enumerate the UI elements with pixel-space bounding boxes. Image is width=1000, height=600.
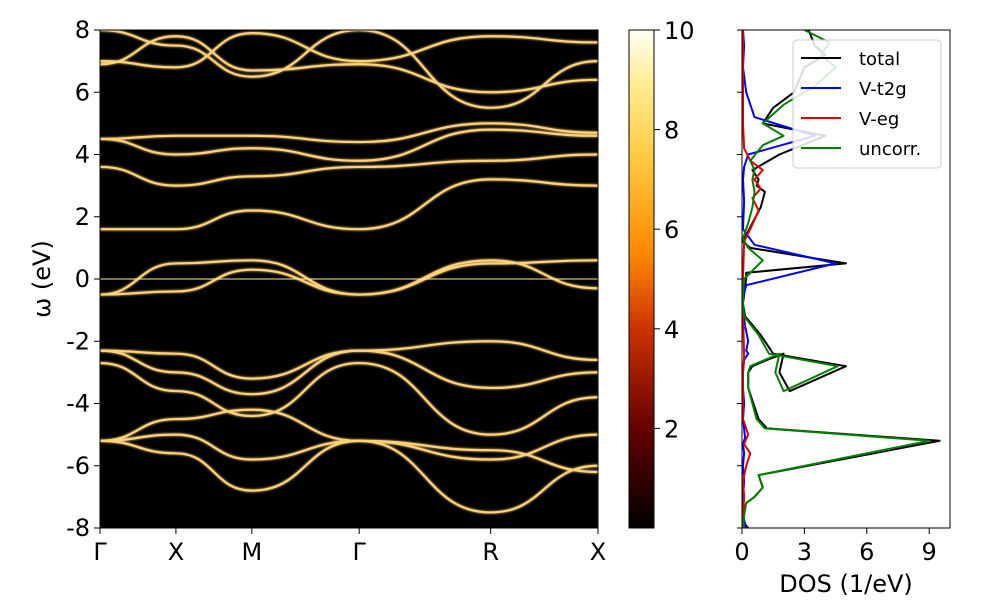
spectral-y-tick-label: 8 — [75, 16, 90, 44]
band-line-11 — [100, 128, 598, 162]
spectral-y-tick-label: -8 — [66, 514, 90, 542]
spectral-y-ticks: 8 6 4 2 0 -2 -4 -6 -8 — [66, 16, 100, 542]
legend-label: total — [859, 49, 900, 70]
legend-box — [792, 39, 942, 169]
colorbar-gradient — [629, 30, 654, 528]
spectral-y-axis-label: ω (eV) — [28, 240, 56, 318]
colorbar-tick-label: 4 — [664, 316, 679, 344]
dos-x-ticks: 0 3 6 9 — [734, 528, 937, 566]
colorbar-frame — [628, 29, 655, 529]
spectral-y-tick-label: -2 — [66, 327, 90, 355]
colorbar: 2 4 6 8 10 — [628, 17, 695, 529]
spectral-y-tick-label: 0 — [75, 265, 90, 293]
legend-label: uncorr. — [859, 139, 921, 160]
band-line-4 — [100, 361, 598, 436]
band-line-14 — [100, 32, 598, 69]
k-tick-label: X — [590, 538, 606, 566]
dos-line-uncorr- — [742, 30, 931, 528]
dos-x-tick-label: 3 — [797, 538, 812, 566]
k-tick-label: M — [241, 538, 262, 566]
dos-x-tick-label: 6 — [859, 538, 874, 566]
band-line-8 — [100, 259, 598, 296]
legend-label: V-eg — [859, 109, 899, 130]
dos-x-tick-label: 0 — [734, 538, 749, 566]
band-line-13 — [100, 35, 598, 94]
legend-label: V-t2g — [859, 79, 907, 100]
spectral-y-tick-label: 6 — [75, 78, 90, 106]
colorbar-tick-label: 6 — [664, 216, 679, 244]
dos-y-ticks — [737, 29, 742, 529]
spectral-y-tick-label: 4 — [75, 141, 90, 169]
dos-x-tick-label: 9 — [922, 538, 937, 566]
band-line-1 — [100, 439, 598, 514]
k-tick-label: X — [168, 538, 184, 566]
colorbar-tick-label: 2 — [664, 415, 679, 443]
dos-x-axis-label: DOS (1/eV) — [779, 570, 913, 598]
band-line-5 — [100, 349, 598, 396]
band-line-7 — [100, 259, 598, 296]
band-line-15 — [100, 30, 598, 109]
band-line-9 — [100, 178, 598, 231]
band-lines — [100, 30, 598, 514]
band-line-2 — [100, 433, 598, 461]
k-tick-label: R — [482, 538, 499, 566]
spectral-y-tick-label: -6 — [66, 452, 90, 480]
colorbar-tick-label: 10 — [664, 17, 695, 45]
spectral-y-tick-label: 2 — [75, 203, 90, 231]
spectral-y-tick-label: -4 — [66, 390, 90, 418]
dos-legend: total V-t2g V-eg uncorr. — [792, 39, 942, 169]
colorbar-tick-label: 8 — [664, 117, 679, 145]
spectral-function-panel: 8 6 4 2 0 -2 -4 -6 -8 Γ X M Γ R X ω (eV) — [28, 16, 606, 566]
band-line-6 — [100, 340, 598, 380]
band-line-12 — [100, 122, 598, 144]
band-line-10 — [100, 153, 598, 187]
colorbar-ticks: 2 4 6 8 10 — [654, 17, 695, 443]
band-line-3 — [100, 408, 598, 474]
k-tick-label: Γ — [352, 538, 366, 566]
dos-panel: 0 3 6 9 DOS (1/eV) total V-t2g V-eg uncorr. — [734, 29, 951, 598]
k-tick-label: Γ — [93, 538, 107, 566]
